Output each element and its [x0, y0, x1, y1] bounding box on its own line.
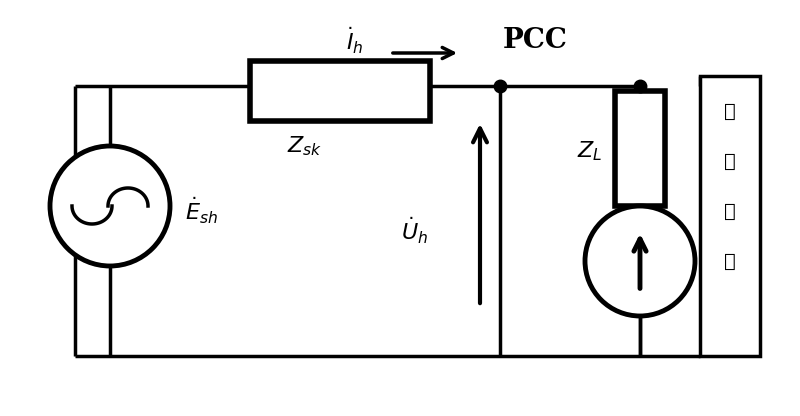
Text: $\dot{I}_h$: $\dot{I}_h$ [346, 26, 364, 56]
Text: $\dot{E}_{sh}$: $\dot{E}_{sh}$ [185, 196, 218, 226]
Bar [615, 91, 665, 206]
Text: $Z_{sk}$: $Z_{sk}$ [287, 134, 322, 158]
Bar [700, 76, 760, 356]
Circle shape [585, 206, 695, 316]
Text: $Z_L$: $Z_L$ [578, 139, 602, 163]
Text: 负: 负 [724, 201, 736, 220]
Text: 荷: 荷 [724, 252, 736, 270]
Text: 变: 变 [724, 151, 736, 171]
Bar [250, 61, 430, 121]
Text: $\dot{U}_h$: $\dot{U}_h$ [402, 216, 429, 246]
Text: PCC: PCC [502, 27, 567, 54]
Text: 畸: 畸 [724, 102, 736, 121]
Circle shape [50, 146, 170, 266]
